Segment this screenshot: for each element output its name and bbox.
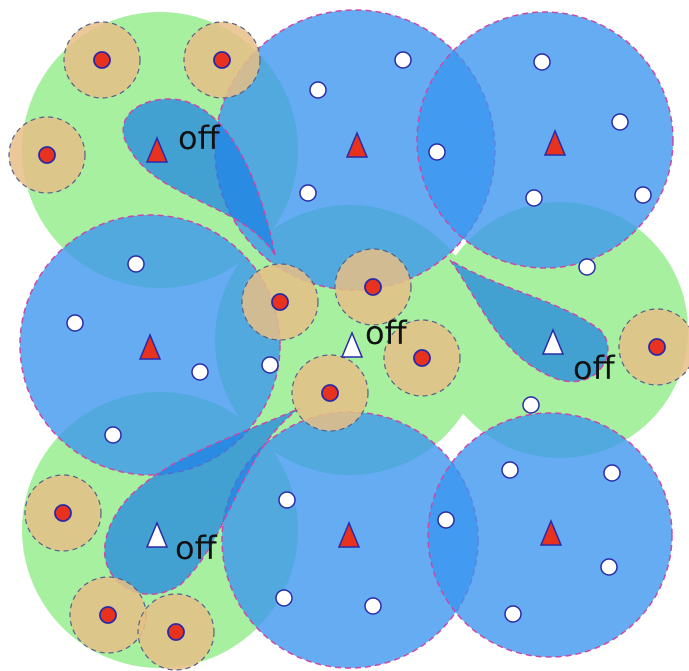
small-cells <box>8 21 689 671</box>
off-label: off <box>178 119 221 157</box>
off-label: off <box>573 349 616 387</box>
users <box>66 51 652 623</box>
base-stations <box>138 129 567 548</box>
off-label: off <box>175 529 218 567</box>
off-label: off <box>365 314 408 352</box>
